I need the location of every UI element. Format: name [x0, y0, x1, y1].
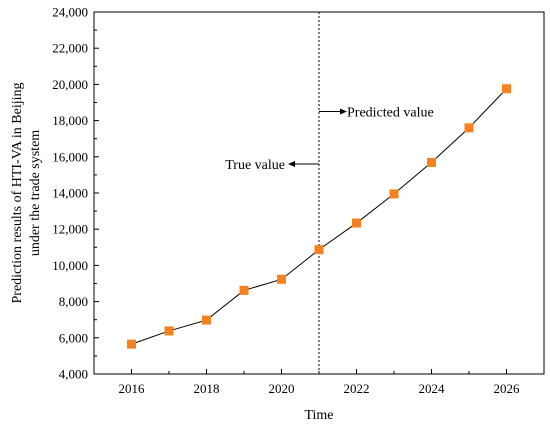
data-point-marker: [277, 274, 286, 284]
data-point-marker: [502, 84, 511, 94]
y-tick-label: 10,000: [52, 258, 88, 273]
data-point-marker: [127, 339, 136, 349]
y-tick-label: 8,000: [59, 294, 88, 309]
data-point-marker: [202, 315, 211, 325]
predicted-value-label: Predicted value: [347, 106, 434, 121]
x-axis-ticks: 2016 2018 2020 2022 2024 2026: [119, 369, 521, 396]
data-point-marker: [164, 326, 174, 336]
y-axis-ticks: 4,000 6,000 8,000 10,000 12,000 14,000 16,000 1…: [52, 5, 99, 382]
data-point-marker: [352, 218, 361, 228]
series-group: [127, 84, 511, 349]
x-axis-label: Time: [304, 408, 333, 423]
x-tick-label: 2026: [494, 381, 521, 396]
x-tick-label: 2020: [269, 381, 295, 396]
x-tick-label: 2024: [419, 381, 446, 396]
true-arrow-head: [288, 161, 295, 168]
x-tick-label: 2018: [194, 381, 220, 396]
true-value-label: True value: [225, 158, 285, 173]
y-axis-label-line-2: under the trade system: [28, 130, 43, 256]
y-tick-label: 6,000: [59, 330, 88, 345]
y-tick-label: 16,000: [52, 149, 88, 164]
x-tick-label: 2022: [344, 381, 370, 396]
y-tick-label: 22,000: [52, 41, 88, 56]
y-axis-label-line-1: Prediction results of HTI-VA in Beijing: [10, 83, 25, 304]
x-tick-label: 2016: [119, 381, 146, 396]
predicted-arrow-head: [340, 108, 347, 115]
y-tick-label: 14,000: [52, 186, 88, 201]
data-point-marker: [427, 157, 436, 167]
data-point-marker: [389, 189, 399, 199]
y-tick-label: 24,000: [52, 5, 88, 20]
true-value-annotation: True value: [225, 158, 319, 173]
y-tick-label: 4,000: [59, 367, 88, 382]
data-point-marker: [464, 123, 474, 133]
y-tick-label: 12,000: [52, 222, 88, 237]
data-point-marker: [314, 245, 324, 255]
y-tick-label: 18,000: [52, 113, 88, 128]
data-point-marker: [239, 285, 249, 295]
y-axis-label: Prediction results of HTI-VA in Beijing …: [10, 83, 43, 304]
predicted-value-annotation: Predicted value: [319, 106, 434, 121]
y-tick-label: 20,000: [52, 77, 88, 92]
